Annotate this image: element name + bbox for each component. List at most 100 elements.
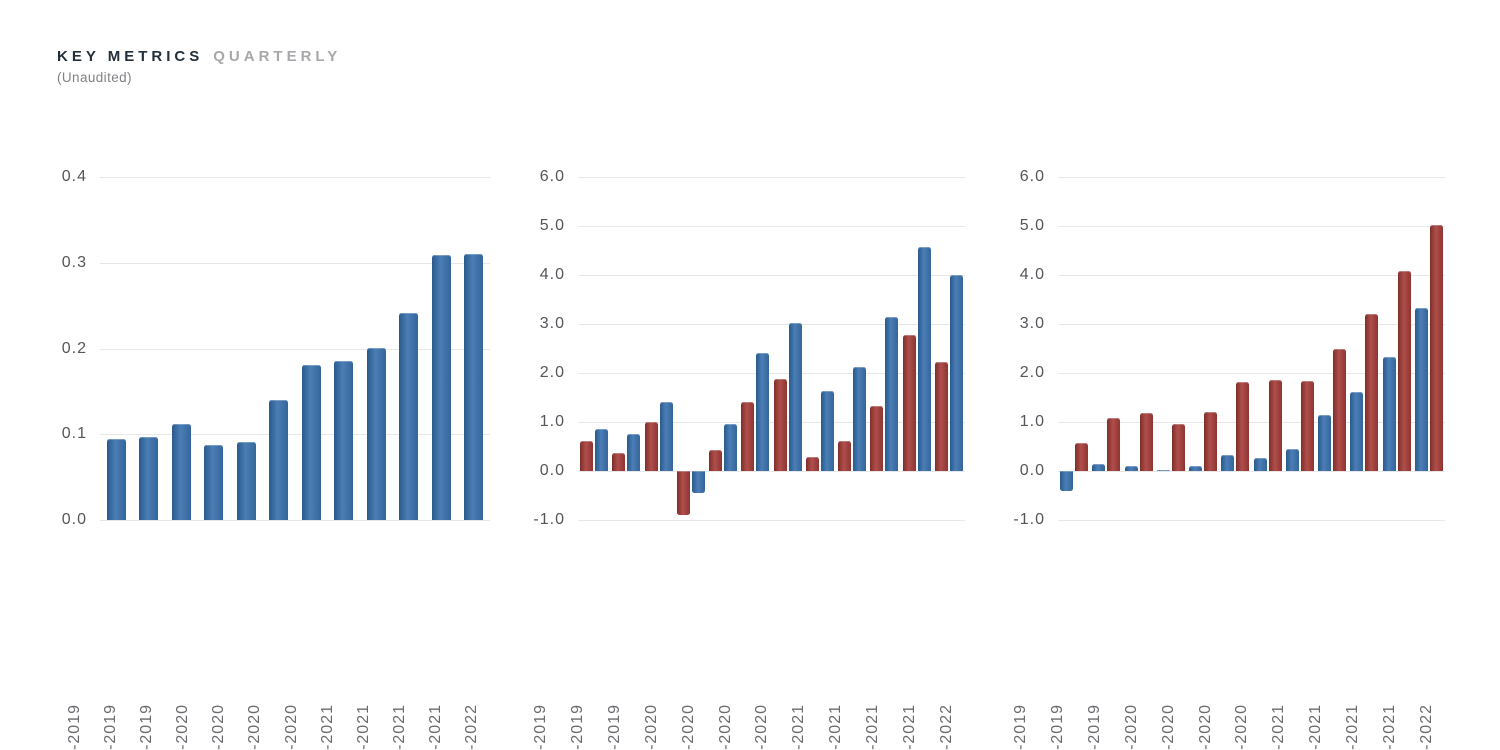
- unaudited-note: (Unaudited): [57, 70, 132, 85]
- cash-flow-x-axis: 2Q-2019 3Q-2019 4Q-2019 1Q-2020 2Q-2020 3Q-20…: [523, 704, 965, 750]
- gridline: [578, 324, 965, 325]
- cash-flow-plot: 6.0 5.0 4.0 3.0 2.0 1.0 0.0 -1.0: [533, 168, 965, 528]
- y-tick-label: 0.0: [539, 462, 565, 479]
- bar-operating-cash-flow-b: [949, 275, 963, 471]
- bar-operating-cash-flow-b: [788, 323, 802, 471]
- x-tick-cell: 2Q-2020: [670, 704, 707, 750]
- x-tick-cell: 2Q-2020: [201, 704, 237, 750]
- x-tick-label: 3Q-2021: [390, 704, 408, 750]
- y-tick-label: 4.0: [539, 266, 565, 283]
- x-tick-label: 4Q-2020: [1233, 704, 1251, 750]
- x-tick-label: 2Q-2020: [1159, 704, 1177, 750]
- bar-adjusted-ebitda-b: [1300, 380, 1314, 471]
- x-tick-cell: 1Q-2020: [165, 704, 201, 750]
- x-tick-cell: 3Q-2021: [854, 704, 891, 750]
- x-tick-cell: 4Q-2021: [418, 704, 454, 750]
- y-tick-label: 1.0: [539, 413, 565, 430]
- y-tick-label: 4.0: [1019, 266, 1045, 283]
- x-tick-cell: 4Q-2020: [744, 704, 781, 750]
- gridline: [100, 348, 490, 350]
- x-tick-label: 4Q-2021: [1380, 704, 1398, 750]
- x-tick-label: 1Q-2021: [790, 704, 808, 750]
- bar-free-cash-flow-b: [870, 405, 884, 471]
- bar-operating-cash-flow-b: [820, 390, 834, 471]
- vehicle-deliveries-plot: 0.4 0.3 0.2 0.1 0.0: [62, 168, 490, 528]
- y-tick-label: 0.4: [61, 168, 87, 185]
- gridline: [1058, 422, 1445, 423]
- x-tick-cell: 3Q-2019: [560, 704, 597, 750]
- bar-adjusted-ebitda-b: [1236, 382, 1250, 471]
- bar-adjusted-ebitda-b: [1204, 411, 1218, 471]
- x-tick-label: 3Q-2019: [569, 704, 587, 750]
- bar-vehicle-deliveries: [464, 254, 484, 520]
- bar-adjusted-ebitda-b: [1107, 418, 1121, 471]
- bar-free-cash-flow-b: [838, 440, 852, 471]
- x-tick-label: 1Q-2020: [642, 704, 660, 750]
- vehicle-deliveries-x-axis: 2Q-2019 3Q-2019 4Q-2019 1Q-2020 2Q-2020 3Q-20…: [57, 704, 490, 750]
- y-tick-label: 0.2: [61, 339, 87, 357]
- y-tick-label: -1.0: [1013, 511, 1045, 528]
- bar-operating-cash-flow-b: [627, 433, 641, 471]
- bar-vehicle-deliveries: [366, 347, 386, 520]
- bar-vehicle-deliveries: [236, 441, 256, 520]
- bar-adjusted-ebitda-b: [1075, 443, 1089, 471]
- bar-vehicle-deliveries: [204, 444, 224, 520]
- bar-net-income-b: [1414, 308, 1428, 471]
- gridline: [100, 177, 490, 178]
- x-tick-label: 1Q-2022: [1417, 704, 1435, 750]
- x-tick-label: 1Q-2022: [937, 704, 955, 750]
- y-tick-label: 6.0: [1019, 168, 1045, 185]
- y-tick-label: 0.3: [61, 253, 87, 271]
- gridline: [578, 373, 965, 374]
- x-tick-cell: 3Q-2021: [382, 704, 418, 750]
- bar-net-income-b: [1221, 454, 1235, 471]
- bar-free-cash-flow-b: [580, 441, 594, 471]
- x-tick-label: 4Q-2020: [282, 704, 300, 750]
- x-tick-cell: 2Q-2021: [818, 704, 855, 750]
- gridline: [100, 262, 490, 264]
- x-tick-cell: 3Q-2020: [237, 704, 273, 750]
- x-tick-cell: 4Q-2019: [129, 704, 165, 750]
- x-tick-label: 2Q-2019: [532, 704, 550, 750]
- income-ebitda-chart: 6.0 5.0 4.0 3.0 2.0 1.0 0.0 -1.0 2Q-2019 3Q-2019…: [1003, 168, 1445, 750]
- bar-net-income-b: [1253, 457, 1267, 471]
- bar-free-cash-flow-b: [902, 334, 916, 471]
- bar-net-income-b: [1060, 471, 1074, 492]
- x-tick-cell: 2Q-2019: [523, 704, 560, 750]
- x-tick-label: 3Q-2020: [1196, 704, 1214, 750]
- x-tick-label: 3Q-2021: [863, 704, 881, 750]
- slide-header: KEY METRICS QUARTERLY (Unaudited): [57, 48, 341, 85]
- bar-adjusted-ebitda-b: [1429, 225, 1443, 471]
- y-tick-label: 5.0: [539, 217, 565, 234]
- gridline: [578, 471, 965, 472]
- gridline: [578, 520, 965, 521]
- x-tick-cell: 4Q-2019: [1077, 704, 1114, 750]
- bar-net-income-b: [1124, 465, 1138, 471]
- x-tick-cell: 4Q-2020: [1224, 704, 1261, 750]
- income-ebitda-x-axis: 2Q-2019 3Q-2019 4Q-2019 1Q-2020 2Q-2020 3Q-20…: [1003, 704, 1445, 750]
- bar-free-cash-flow-b: [741, 402, 755, 471]
- x-tick-cell: 1Q-2022: [928, 704, 965, 750]
- x-tick-label: 2Q-2019: [1012, 704, 1030, 750]
- bar-operating-cash-flow-b: [659, 402, 673, 471]
- gridline: [100, 434, 490, 436]
- x-tick-label: 4Q-2021: [900, 704, 918, 750]
- bar-operating-cash-flow-b: [691, 471, 705, 493]
- x-tick-label: 2Q-2020: [210, 704, 228, 750]
- bar-free-cash-flow-b: [773, 379, 787, 471]
- bar-net-income-b: [1189, 466, 1203, 471]
- bar-net-income-b: [1156, 470, 1170, 471]
- y-tick-label: 3.0: [1019, 315, 1045, 332]
- x-tick-label: 2Q-2021: [1307, 704, 1325, 750]
- x-tick-cell: 1Q-2020: [1113, 704, 1150, 750]
- gridline: [578, 226, 965, 227]
- x-tick-label: 2Q-2021: [354, 704, 372, 750]
- x-tick-label: 4Q-2019: [138, 704, 156, 750]
- x-tick-cell: 2Q-2019: [57, 704, 93, 750]
- gridline: [1058, 226, 1445, 227]
- bar-net-income-b: [1285, 449, 1299, 471]
- x-tick-cell: 3Q-2020: [707, 704, 744, 750]
- x-tick-label: 4Q-2020: [753, 704, 771, 750]
- x-tick-cell: 1Q-2022: [454, 704, 490, 750]
